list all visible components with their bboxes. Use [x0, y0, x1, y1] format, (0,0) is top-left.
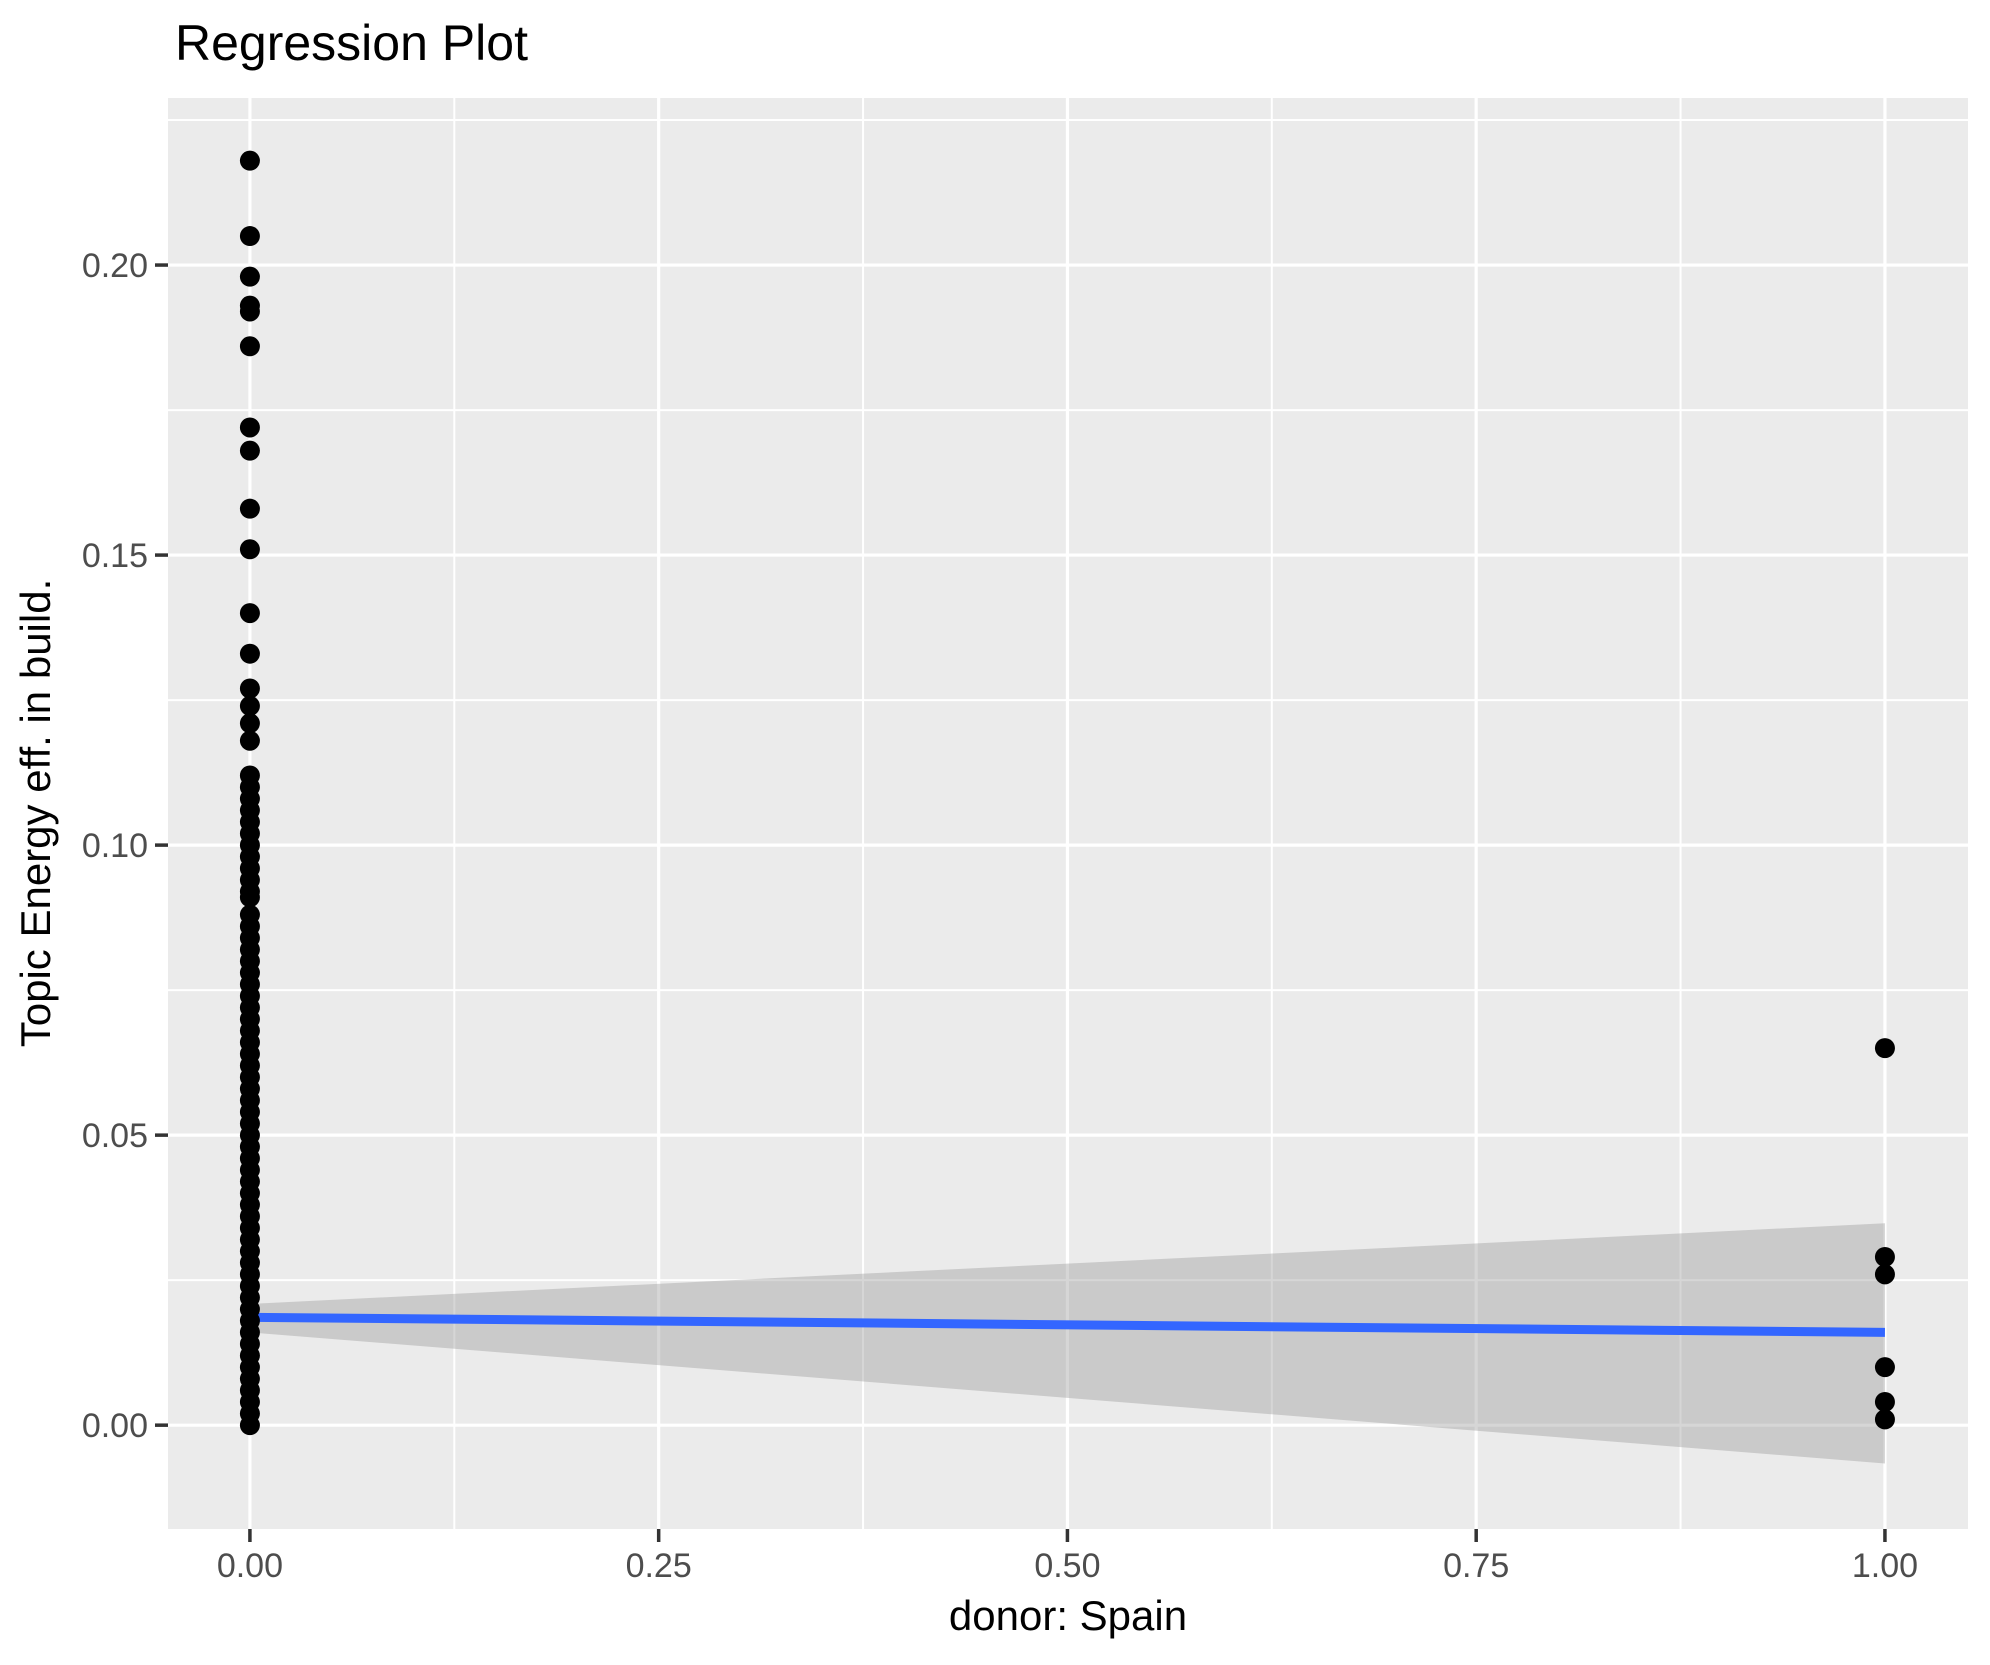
data-point	[1874, 1264, 1895, 1285]
data-point	[239, 695, 260, 716]
y-tick-label: 0.10	[82, 827, 148, 865]
regression-line	[249, 1312, 1885, 1337]
y-tick-label: 0.00	[82, 1407, 148, 1445]
data-point	[239, 603, 260, 624]
x-tick-label: 0.50	[1034, 1547, 1100, 1585]
data-point	[239, 1415, 260, 1436]
y-tick-label: 0.20	[82, 247, 148, 285]
data-point	[239, 266, 260, 287]
data-point	[1874, 1038, 1895, 1059]
data-point	[239, 730, 260, 751]
y-tick-label: 0.15	[82, 537, 148, 575]
data-point	[1874, 1357, 1895, 1378]
y-axis-title: Topic Energy eff. in build.	[12, 578, 59, 1048]
plot-title: Regression Plot	[175, 15, 528, 71]
data-point	[239, 498, 260, 519]
data-point	[1874, 1391, 1895, 1412]
data-point	[239, 643, 260, 664]
x-tick-label: 0.75	[1443, 1547, 1509, 1585]
data-point	[239, 226, 260, 247]
data-point	[239, 150, 260, 171]
data-point	[239, 440, 260, 461]
data-point	[239, 539, 260, 560]
x-tick-label: 1.00	[1852, 1547, 1918, 1585]
x-tick-label: 0.00	[217, 1547, 283, 1585]
data-point	[1874, 1409, 1895, 1430]
data-point	[239, 301, 260, 322]
y-tick-label: 0.05	[82, 1117, 148, 1155]
x-axis-title: donor: Spain	[948, 1592, 1188, 1639]
data-point	[239, 887, 260, 908]
data-point	[239, 713, 260, 734]
data-point	[239, 336, 260, 357]
confidence-band	[249, 1223, 1885, 1464]
x-tick-label: 0.25	[626, 1547, 692, 1585]
data-point	[239, 678, 260, 699]
data-point	[1874, 1246, 1895, 1267]
data-point	[239, 417, 260, 438]
